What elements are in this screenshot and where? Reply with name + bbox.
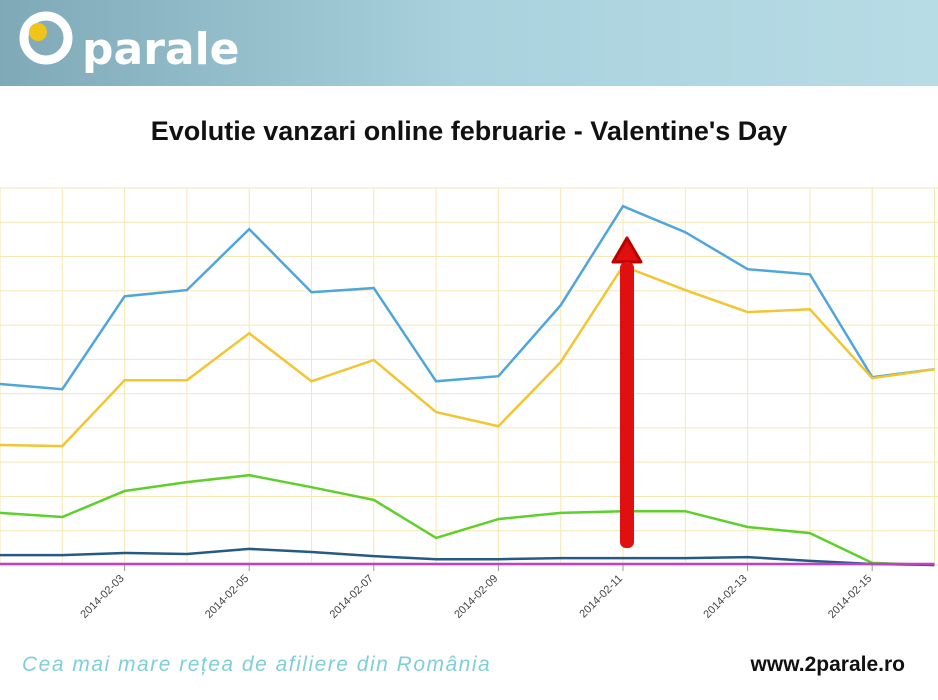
logo-text: parale <box>82 24 240 75</box>
chart-title: Evolutie vanzari online februarie - Vale… <box>151 116 788 146</box>
series-line <box>0 264 935 448</box>
x-tick-label: 2014-02-07 <box>328 573 376 621</box>
footer-tagline: Cea mai mare rețea de afiliere din Român… <box>22 653 491 676</box>
x-tick-label: 2014-02-15 <box>826 573 874 621</box>
series-line <box>0 204 935 391</box>
annotation-arrow-shaft <box>620 262 634 548</box>
series-line <box>0 473 935 567</box>
x-tick-label: 2014-02-05 <box>203 573 251 621</box>
x-tick-label: 2014-02-13 <box>701 573 749 621</box>
footer-url: www.2parale.ro <box>750 653 905 676</box>
series-line <box>0 547 935 567</box>
header-bar <box>0 0 938 86</box>
x-tick-label: 2014-02-11 <box>577 573 625 621</box>
x-tick-label: 2014-02-03 <box>78 573 126 621</box>
logo-icon <box>19 11 73 65</box>
x-tick-label: 2014-02-09 <box>452 573 500 621</box>
